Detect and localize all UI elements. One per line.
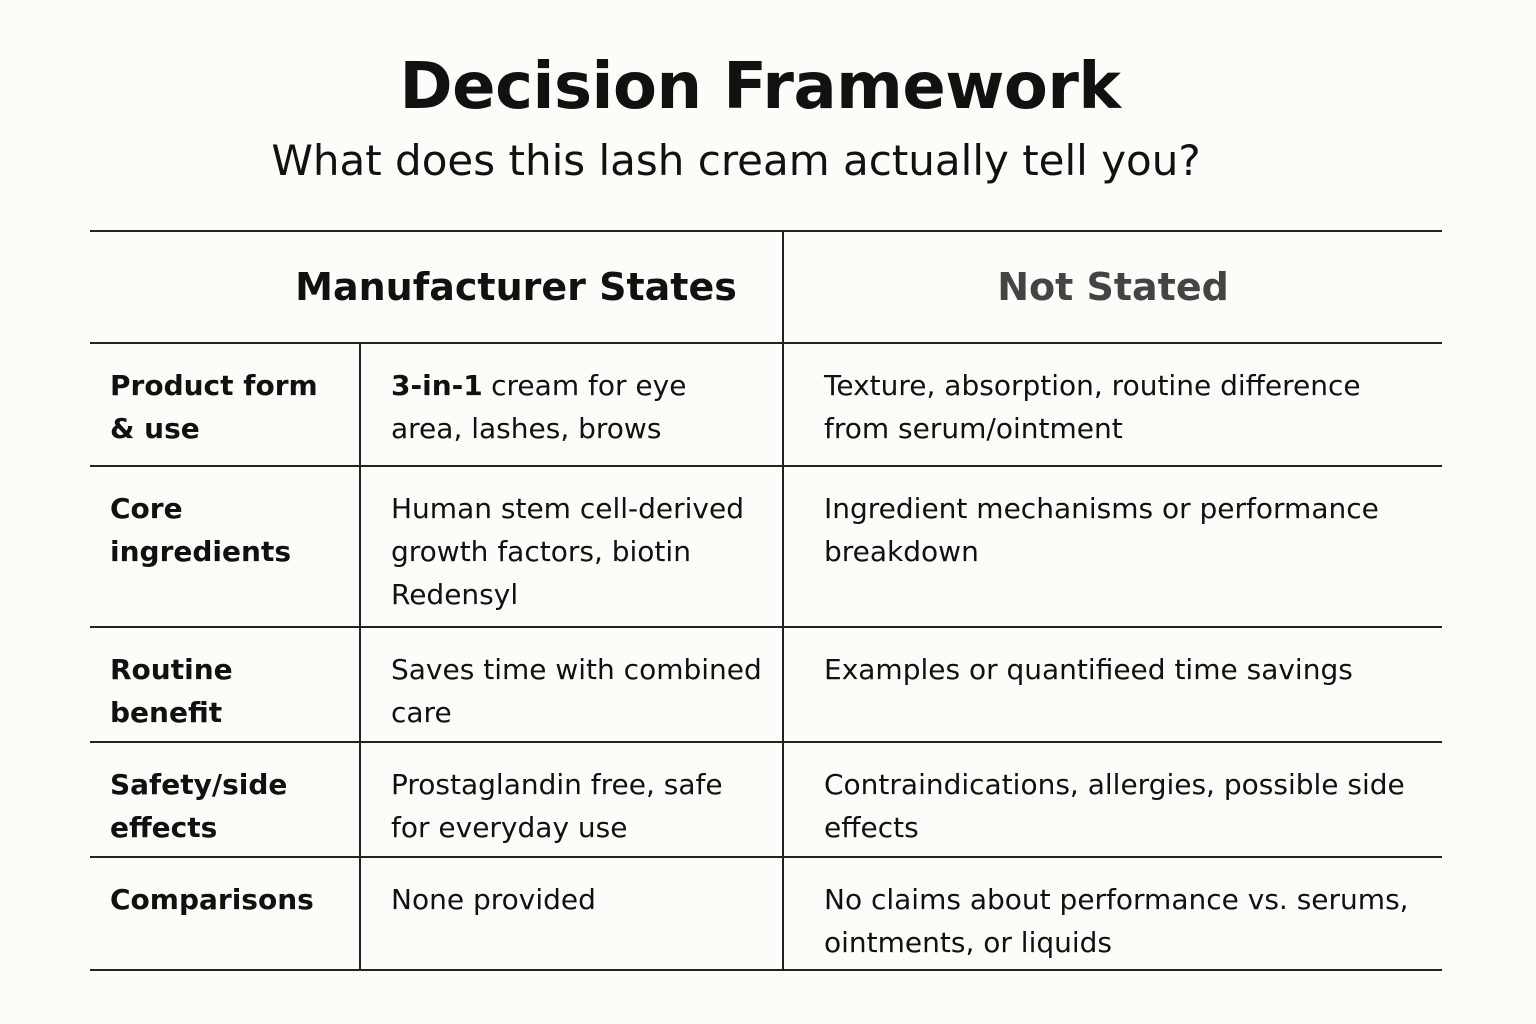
column-header: Manufacturer States bbox=[90, 232, 784, 344]
stated-cell: Saves time with combined care bbox=[361, 628, 784, 743]
stated-cell: None provided bbox=[361, 858, 784, 971]
stated-text: Saves time with combined care bbox=[391, 653, 762, 729]
not-stated-cell: Texture, absorption, routine difference … bbox=[784, 344, 1442, 467]
title: Decision Framework bbox=[399, 50, 1121, 124]
not-stated-cell: No claims about performance vs. serums, … bbox=[784, 858, 1442, 971]
stated-cell: Prostaglandin free, safe for everyday us… bbox=[361, 743, 784, 858]
row-label: Comparisons bbox=[90, 858, 361, 971]
row-label: Routine benefit bbox=[90, 628, 361, 743]
stated-text: Prostaglandin free, safe for everyday us… bbox=[391, 768, 723, 844]
not-stated-cell: Contraindications, allergies, possible s… bbox=[784, 743, 1442, 858]
stated-text: Human stem cell-derived growth factors, … bbox=[391, 492, 744, 611]
stated-text: cream for eye area, lashes, brows bbox=[391, 369, 687, 445]
not-stated-cell: Examples or quantifieed time savings bbox=[784, 628, 1442, 743]
table: Manufacturer States Not Stated Product f… bbox=[90, 230, 1442, 971]
subtitle: What does this lash cream actually tell … bbox=[271, 136, 1201, 185]
row-label: Product form & use bbox=[90, 344, 361, 467]
not-stated-cell: Ingredient mechanisms or performance bre… bbox=[784, 467, 1442, 628]
stated-cell: Human stem cell-derived growth factors, … bbox=[361, 467, 784, 628]
stated-text: None provided bbox=[391, 883, 596, 916]
stated-cell: 3-in-1 cream for eye area, lashes, brows bbox=[361, 344, 784, 467]
stated-lead: 3-in-1 bbox=[391, 369, 483, 402]
row-label: Safety/side effects bbox=[90, 743, 361, 858]
column-header: Not Stated bbox=[784, 232, 1442, 344]
row-label: Core ingredients bbox=[90, 467, 361, 628]
